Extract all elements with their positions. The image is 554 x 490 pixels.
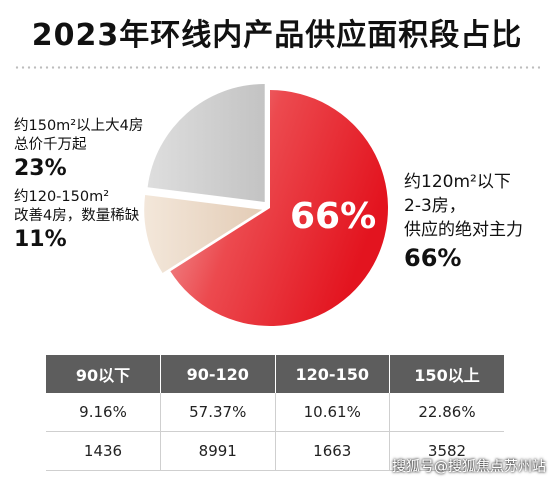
slice-label-under-120-line2: 2-3房， [404,196,466,216]
table-cell: 22.86% [389,393,504,432]
table-cell: 3582 [389,431,504,471]
slice-label-over-150-line2: 总价千万起 [14,137,87,153]
slice-label-under-120-line1: 约120m²以下 [404,172,511,192]
slice-label-over-150-line1: 约150m²以上大4房 [14,118,144,134]
table-header-row: 90以下 90-120 120-150 150以上 [46,355,504,393]
table-row: 9.16% 57.37% 10.61% 22.86% [46,393,504,432]
pie-chart [144,83,388,326]
table-cell: 9.16% [46,393,161,432]
table-cell: 57.37% [160,393,275,432]
table-cell: 1436 [46,431,161,471]
column-header: 150以上 [389,355,504,393]
column-header: 90-120 [160,355,275,393]
slice-pct-over-150: 23% [14,156,67,181]
slice-label-120-150-line1: 约120-150m² [14,189,110,205]
pie-slice-120-150 [144,194,263,273]
column-header: 120-150 [274,355,390,393]
slice-pct-under-120: 66% [404,244,462,272]
pie-slice-under-120 [170,90,388,326]
slice-label-120-150: 约120-150m² 改善4房，数量稀缺 11% [14,188,139,254]
table-cell: 8991 [160,431,275,471]
supply-table: 90以下 90-120 120-150 150以上 9.16% 57.37% 1… [46,355,504,471]
slice-label-over-150: 约150m²以上大4房 总价千万起 23% [14,117,143,183]
slice-label-120-150-line2: 改善4房，数量稀缺 [14,208,140,224]
watermark: 搜狐号@搜狐焦点苏州站 [392,459,546,475]
center-percentage: 66% [290,196,377,237]
slice-pct-120-150: 11% [14,227,67,252]
table-row: 1436 8991 1663 3582 [46,431,504,471]
slice-label-under-120-line3: 供应的绝对主力 [404,220,523,240]
dotted-divider [14,66,540,69]
table-cell: 10.61% [274,393,390,432]
table-cell: 1663 [274,431,390,471]
pie-slice-over-150 [147,83,265,202]
chart-title: 2023年环线内产品供应面积段占比 [31,18,523,53]
column-header: 90以下 [46,355,161,393]
slice-label-under-120: 约120m²以下 2-3房， 供应的绝对主力 66% [404,170,523,274]
